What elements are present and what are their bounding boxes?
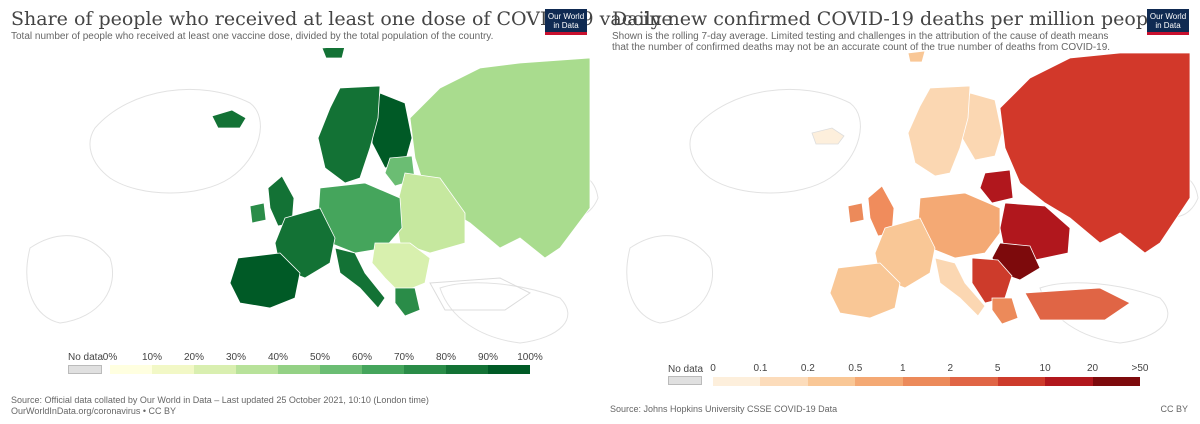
subtitle-line-1: Shown is the rolling 7-day average. Limi… [612,31,1109,42]
region-iceland [811,127,845,145]
legend-no-data-swatch [668,376,702,385]
chart-title: Daily new confirmed COVID-19 deaths per … [612,8,1166,30]
owid-logo[interactable]: Our World in Data [545,9,587,35]
vaccination-map-panel: Share of people who received at least on… [0,8,673,417]
logo-line-1: Our World [547,12,585,21]
legend-bin[interactable] [488,365,530,374]
region-turkey [1024,287,1131,321]
legend-bin[interactable] [404,365,446,374]
legend-bin[interactable] [997,377,1046,386]
legend-tick-label: 100% [517,352,543,363]
legend-tick-label: >50 [1131,363,1149,374]
legend-tick-label: 5 [994,363,1001,374]
vaccination-legend: No data 0% 10% 20% 30% 40% 50% 60% 70% 80% 90% 100… [0,352,600,382]
logo-line-1: Our World [1149,12,1187,21]
subtitle-line-2: that the number of confirmed deaths may … [612,42,1111,53]
legend-bin[interactable] [110,365,152,374]
legend-tick-label: 40% [267,352,289,363]
legend-bin[interactable] [236,365,278,374]
legend-tick-label: 0.5 [848,363,863,374]
region-ireland [249,202,267,224]
deaths-legend: No data 0 0.1 0.2 0.5 1 2 5 10 20 >50 [600,352,1200,386]
region-france [274,207,336,279]
region-greece [991,297,1019,325]
legend-tick-label: 0.2 [800,363,815,374]
legend-bin[interactable] [1092,377,1140,386]
region-iberia [229,252,301,309]
owid-logo[interactable]: Our World in Data [1147,9,1189,35]
legend-bin[interactable] [950,377,998,386]
legend-bin[interactable] [152,365,194,374]
legend-tick-label: 2 [947,363,953,374]
legend-bin[interactable] [807,377,856,386]
legend-tick-label: 20 [1086,363,1099,374]
logo-line-2: in Data [1155,21,1181,30]
legend-bin[interactable] [320,365,362,374]
legend-tick-label: 10 [1039,363,1051,374]
legend-color-bins [110,365,530,374]
logo-line-2: in Data [553,21,579,30]
legend-tick-label: 90% [477,352,499,363]
legend-bin[interactable] [760,377,808,386]
legend-tick-label: 60% [351,352,373,363]
region-scandinavia [907,85,971,177]
source-note: Source: Official data collated by Our Wo… [11,395,429,417]
chart-subtitle: Shown is the rolling 7-day average. Limi… [612,31,1132,53]
legend-tick-label: 80% [435,352,457,363]
legend-bin[interactable] [902,377,951,386]
legend-bin[interactable] [446,365,488,374]
region-iceland [211,109,247,129]
vaccination-choropleth-map[interactable] [0,48,600,348]
region-italy [334,247,386,309]
license-link[interactable]: CC BY [1160,404,1188,414]
legend-tick-label: 1 [899,363,906,374]
legend-bin[interactable] [194,365,236,374]
legend-tick-label: 0 [710,363,716,374]
legend-tick-label: 70% [393,352,415,363]
source-line: Source: Official data collated by Our Wo… [11,395,429,405]
source-link[interactable]: OurWorldInData.org/coronavirus • CC BY [11,406,177,416]
region-baltics [979,169,1014,204]
legend-color-bins [713,377,1140,386]
chart-title: Share of people who received at least on… [11,8,673,30]
legend-tick-label: 50% [309,352,331,363]
region-iberia [829,262,901,319]
legend-bin[interactable] [713,377,761,386]
region-scandinavia [317,85,381,184]
region-france [874,217,936,289]
region-italy [934,257,986,317]
legend-bin[interactable] [1045,377,1093,386]
region-russia [999,52,1191,254]
legend-no-data-label: No data [68,352,104,363]
legend-tick-label: 10% [141,352,163,363]
legend-tick-label: 20% [183,352,205,363]
legend-bin[interactable] [362,365,404,374]
legend-bin[interactable] [278,365,320,374]
legend-tick-label: 0.1 [753,363,768,374]
chart-subtitle: Total number of people who received at l… [11,31,494,42]
region-greece [394,287,421,317]
region-ireland [847,202,865,224]
deaths-choropleth-map[interactable] [600,48,1200,348]
legend-tick-label: 30% [225,352,247,363]
source-note: Source: Johns Hopkins University CSSE CO… [610,404,838,414]
legend-no-data-swatch [68,365,102,374]
legend-no-data-label: No data [668,364,704,375]
deaths-map-panel: Daily new confirmed COVID-19 deaths per … [600,0,1200,424]
region-svalbard [321,48,345,59]
legend-tick-label: 0% [102,352,118,363]
legend-bin[interactable] [855,377,903,386]
region-svalbard [907,50,926,63]
